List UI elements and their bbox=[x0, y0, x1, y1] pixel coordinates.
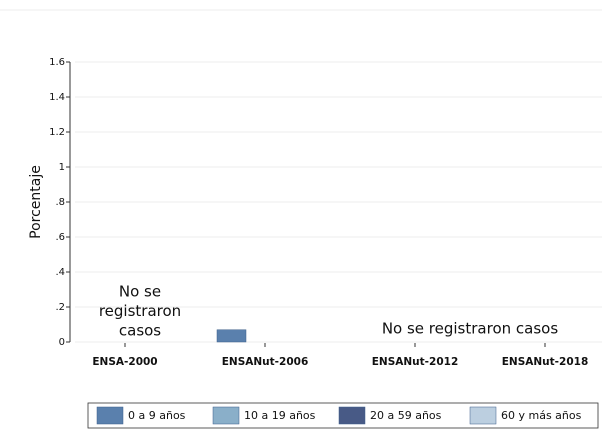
y-tick-label: .6 bbox=[55, 232, 65, 243]
legend-swatch bbox=[469, 406, 497, 425]
legend-swatch bbox=[96, 406, 124, 425]
legend-label: 60 y más años bbox=[501, 409, 582, 422]
annotation: casos bbox=[119, 322, 161, 340]
x-tick-label: ENSANut-2018 bbox=[502, 356, 589, 368]
y-tick-label: 0 bbox=[59, 337, 65, 348]
legend-label: 20 a 59 años bbox=[370, 409, 442, 422]
y-tick-label: 1.6 bbox=[49, 57, 65, 68]
x-tick-label: ENSA-2000 bbox=[92, 356, 157, 368]
x-tick-label: ENSANut-2006 bbox=[222, 356, 309, 368]
x-tick-label: ENSANut-2012 bbox=[372, 356, 459, 368]
y-tick-label: 1.4 bbox=[49, 92, 65, 103]
legend-box bbox=[87, 402, 599, 429]
bar bbox=[216, 329, 247, 343]
annotation: No se bbox=[119, 283, 161, 301]
legend-label: 10 a 19 años bbox=[244, 409, 316, 422]
legend-swatch bbox=[212, 406, 240, 425]
y-tick-label: .4 bbox=[55, 267, 65, 278]
y-tick-label: .2 bbox=[55, 302, 65, 313]
y-axis-label: Porcentaje bbox=[28, 165, 44, 239]
y-tick-label: 1.2 bbox=[49, 127, 65, 138]
annotation: No se registraron casos bbox=[382, 320, 559, 338]
y-tick-label: .8 bbox=[55, 197, 65, 208]
annotation: registraron bbox=[99, 302, 181, 320]
legend-swatch bbox=[338, 406, 366, 425]
y-tick-label: 1 bbox=[59, 162, 65, 173]
legend-label: 0 a 9 años bbox=[128, 409, 186, 422]
